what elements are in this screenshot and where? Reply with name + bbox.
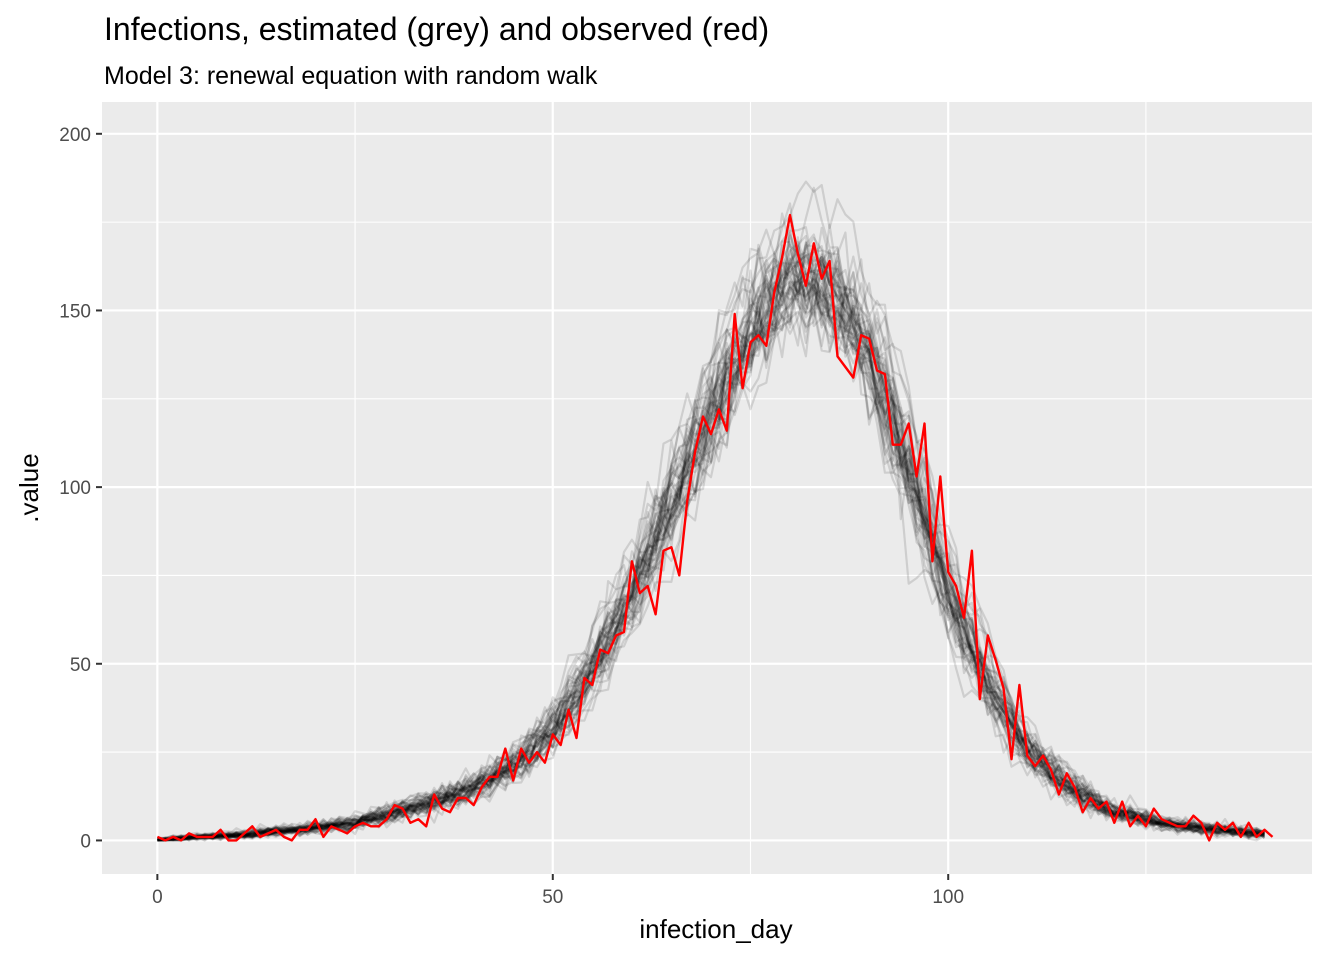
- estimated-draw-line: [157, 284, 1265, 842]
- estimated-draw-line: [157, 180, 1265, 842]
- estimated-draw-line: [157, 283, 1265, 842]
- estimated-draw-line: [157, 270, 1265, 842]
- chart-subtitle: Model 3: renewal equation with random wa…: [104, 62, 598, 90]
- y-tick-label: 200: [59, 125, 91, 146]
- estimated-draw-line: [157, 249, 1265, 841]
- estimated-draw-line: [157, 272, 1265, 841]
- estimated-draw-line: [157, 266, 1266, 842]
- y-tick-label: 100: [59, 478, 91, 499]
- estimated-draw-line: [157, 240, 1266, 842]
- y-tick-label: 50: [70, 655, 91, 676]
- estimated-draw-line: [157, 226, 1266, 841]
- estimated-draw-line: [157, 241, 1265, 842]
- estimated-draw-line: [157, 251, 1265, 842]
- estimated-draw-line: [157, 283, 1265, 842]
- x-tick-label: 0: [152, 887, 163, 908]
- y-tick-label: 0: [80, 831, 91, 852]
- estimated-draw-line: [157, 260, 1265, 842]
- estimated-draw-line: [157, 247, 1265, 841]
- estimated-draw-line: [157, 281, 1265, 842]
- estimated-draw-line: [157, 279, 1266, 841]
- estimated-draw-line: [157, 249, 1265, 842]
- estimated-draw-line: [157, 236, 1265, 842]
- estimated-draw-line: [157, 248, 1265, 842]
- estimated-draw-line: [157, 245, 1265, 842]
- estimated-draw-line: [157, 273, 1265, 842]
- estimated-draw-line: [157, 243, 1266, 841]
- estimated-draw-line: [157, 223, 1265, 840]
- estimated-draw-line: [157, 234, 1265, 841]
- x-axis-title: infection_day: [639, 914, 792, 944]
- estimated-draw-line: [157, 262, 1265, 841]
- x-axis: 0 50 100: [152, 874, 964, 908]
- y-tick-label: 150: [59, 301, 91, 322]
- x-tick-label: 50: [542, 887, 563, 908]
- estimated-draw-line: [157, 240, 1265, 842]
- estimated-draw-line: [157, 257, 1265, 842]
- estimated-draw-line: [157, 261, 1266, 842]
- estimated-draw-line: [157, 260, 1266, 842]
- grid-major: [102, 102, 1312, 874]
- observed-layer: [156, 213, 1274, 842]
- y-axis-title: .value: [14, 453, 44, 522]
- y-axis: 0 50 100 150 200: [59, 125, 102, 852]
- x-tick-label: 100: [932, 887, 964, 908]
- estimated-draw-line: [157, 259, 1265, 842]
- chart-title: Infections, estimated (grey) and observe…: [104, 11, 769, 47]
- estimated-draws: [157, 180, 1266, 842]
- estimated-draw-line: [157, 252, 1266, 842]
- estimated-draw-line: [157, 202, 1265, 841]
- estimated-draw-line: [157, 268, 1265, 841]
- estimated-draw-line: [157, 268, 1265, 842]
- estimated-draw-line: [157, 244, 1266, 842]
- estimated-draw-line: [157, 186, 1265, 842]
- estimated-draw-line: [157, 309, 1266, 842]
- observed-line: [156, 213, 1274, 842]
- estimated-draw-line: [157, 256, 1266, 842]
- estimated-draw-line: [157, 243, 1265, 842]
- estimated-draw-line: [157, 259, 1265, 842]
- estimated-draw-line: [157, 245, 1266, 842]
- estimated-draw-line: [157, 226, 1265, 842]
